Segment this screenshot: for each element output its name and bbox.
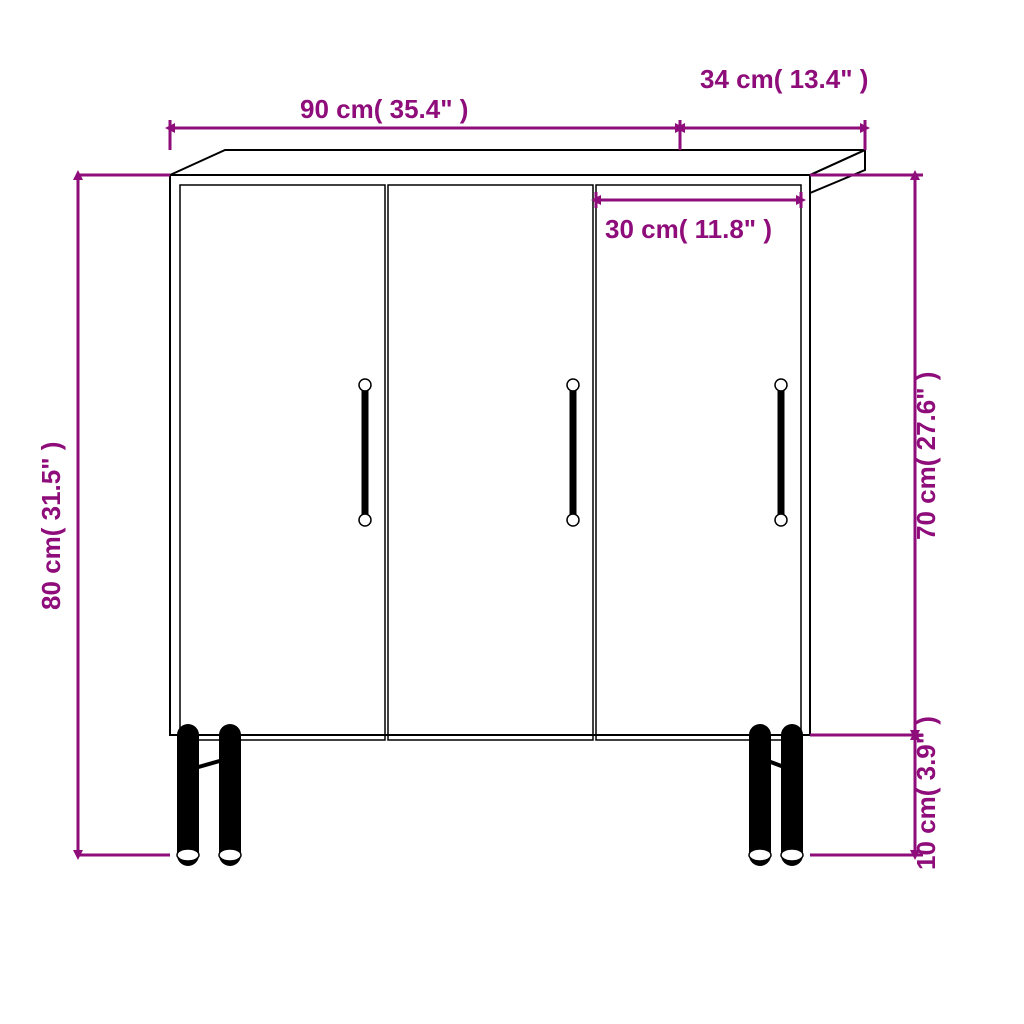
dimension-label: 80 cm( 31.5" ) [36,442,66,610]
dimension-label: 90 cm( 35.4" ) [300,94,468,124]
dimension-label: 70 cm( 27.6" ) [911,372,941,540]
dimension-label: 30 cm( 11.8" ) [605,214,772,244]
dimension-label: 34 cm( 13.4" ) [700,64,868,94]
dimension-label: 10 cm( 3.9" ) [911,716,941,870]
